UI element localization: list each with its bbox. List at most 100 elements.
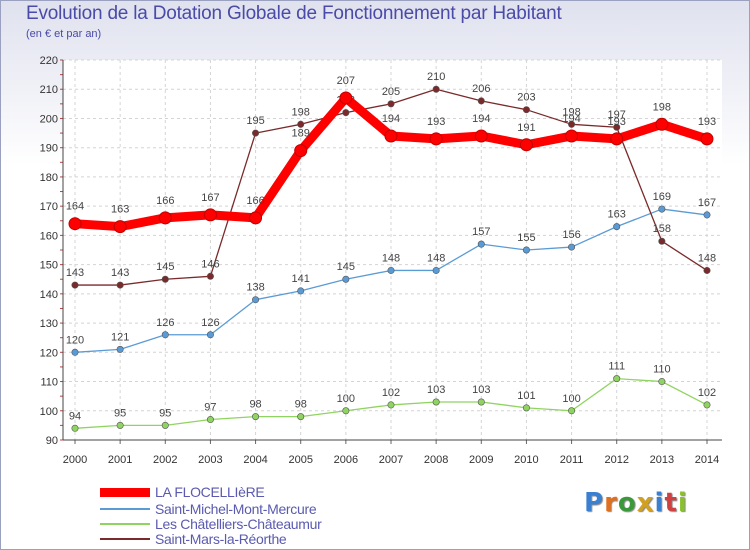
data-label-saint-mars: 143 — [111, 267, 129, 279]
legend-swatch-saint-michel — [100, 508, 150, 510]
data-point-les-chatelliers — [342, 407, 350, 415]
legend-entry-saint-michel: Saint-Michel-Mont-Mercure — [100, 501, 317, 517]
data-point-saint-mars — [297, 120, 305, 128]
data-label-les-chatelliers: 102 — [382, 387, 400, 399]
data-label-saint-michel: 155 — [517, 232, 535, 244]
data-point-saint-michel — [477, 240, 485, 248]
data-label-saint-michel: 167 — [698, 197, 716, 209]
data-label-saint-michel: 157 — [472, 226, 490, 238]
data-point-la-flocelliere — [610, 132, 624, 146]
data-label-la-flocelliere: 193 — [698, 116, 716, 128]
y-tick-label: 90 — [46, 435, 58, 447]
data-point-les-chatelliers — [432, 398, 440, 406]
logo-letter: o — [617, 488, 637, 518]
data-point-la-flocelliere — [565, 129, 579, 143]
legend-entry-saint-mars: Saint-Mars-la-Réorthe — [100, 531, 287, 547]
x-tick-label: 2000 — [63, 454, 87, 466]
legend-label-saint-mars: Saint-Mars-la-Réorthe — [155, 531, 287, 547]
data-label-saint-mars: 145 — [156, 261, 174, 273]
logo-letter: P — [584, 488, 605, 518]
data-label-la-flocelliere: 194 — [382, 113, 400, 125]
x-tick-label: 2008 — [424, 454, 448, 466]
y-tick-label: 170 — [40, 201, 58, 213]
x-tick-label: 2006 — [334, 454, 358, 466]
data-label-saint-michel: 138 — [246, 282, 264, 294]
data-label-les-chatelliers: 95 — [159, 407, 171, 419]
x-tick-label: 2004 — [243, 454, 267, 466]
data-label-saint-mars: 198 — [562, 106, 580, 118]
data-point-la-flocelliere — [203, 208, 217, 222]
data-label-saint-michel: 141 — [292, 273, 310, 285]
y-tick-label: 210 — [40, 84, 58, 96]
data-point-saint-mars — [613, 123, 621, 131]
proxiti-logo: Proxiti — [584, 488, 688, 518]
chart-subtitle: (en € et par an) — [26, 28, 102, 40]
x-tick-label: 2003 — [198, 454, 222, 466]
x-tick-label: 2010 — [514, 454, 538, 466]
data-point-saint-michel — [522, 246, 530, 254]
legend-swatch-saint-mars — [100, 538, 150, 540]
data-label-saint-mars: 198 — [292, 106, 310, 118]
data-point-la-flocelliere — [474, 129, 488, 143]
data-point-saint-mars — [116, 281, 124, 289]
data-label-la-flocelliere: 163 — [111, 204, 129, 216]
data-label-saint-michel: 145 — [337, 261, 355, 273]
x-tick-label: 2012 — [604, 454, 628, 466]
data-point-saint-michel — [568, 243, 576, 251]
data-label-saint-mars: 146 — [201, 258, 219, 270]
data-point-les-chatelliers — [387, 401, 395, 409]
data-point-saint-michel — [206, 331, 214, 339]
data-point-les-chatelliers — [161, 421, 169, 429]
legend-swatch-la-flocelliere — [100, 487, 150, 497]
data-label-la-flocelliere: 167 — [201, 192, 219, 204]
data-point-les-chatelliers — [613, 375, 621, 383]
data-label-la-flocelliere: 198 — [653, 101, 671, 113]
y-tick-label: 220 — [40, 55, 58, 67]
y-tick-label: 160 — [40, 230, 58, 242]
legend-swatch-les-chatelliers — [100, 523, 150, 525]
data-point-saint-michel — [613, 223, 621, 231]
data-point-saint-michel — [297, 287, 305, 295]
data-label-les-chatelliers: 95 — [114, 407, 126, 419]
data-label-saint-michel: 156 — [562, 229, 580, 241]
data-label-saint-michel: 148 — [427, 252, 445, 264]
data-point-saint-michel — [252, 296, 260, 304]
data-label-saint-mars: 205 — [382, 86, 400, 98]
data-label-la-flocelliere: 166 — [246, 195, 264, 207]
logo-letter: i — [677, 488, 688, 518]
data-point-saint-mars — [71, 281, 79, 289]
data-point-la-flocelliere — [113, 220, 127, 234]
data-label-saint-michel: 120 — [66, 334, 84, 346]
data-point-saint-mars — [658, 237, 666, 245]
legend-label-les-chatelliers: Les Châtelliers-Châteaumur — [155, 516, 322, 532]
data-label-saint-michel: 163 — [608, 209, 626, 221]
data-label-la-flocelliere: 193 — [608, 116, 626, 128]
data-label-la-flocelliere: 189 — [292, 128, 310, 140]
data-point-saint-mars — [387, 100, 395, 108]
x-tick-label: 2002 — [153, 454, 177, 466]
data-label-saint-michel: 126 — [156, 317, 174, 329]
data-point-les-chatelliers — [703, 401, 711, 409]
y-tick-label: 100 — [40, 406, 58, 418]
y-tick-label: 110 — [40, 377, 58, 389]
data-point-saint-mars — [432, 85, 440, 93]
data-label-saint-mars: 148 — [698, 252, 716, 264]
x-tick-label: 2009 — [469, 454, 493, 466]
data-point-saint-michel — [387, 266, 395, 274]
data-point-saint-michel — [703, 211, 711, 219]
data-label-les-chatelliers: 98 — [249, 399, 261, 411]
data-label-les-chatelliers: 102 — [698, 387, 716, 399]
data-label-la-flocelliere: 166 — [156, 195, 174, 207]
data-point-saint-mars — [206, 272, 214, 280]
logo-letter: i — [654, 488, 665, 518]
data-label-les-chatelliers: 101 — [517, 390, 535, 402]
data-point-saint-mars — [477, 97, 485, 105]
data-label-saint-mars: 210 — [427, 71, 445, 83]
data-point-saint-mars — [568, 120, 576, 128]
data-label-la-flocelliere: 207 — [337, 75, 355, 87]
data-point-la-flocelliere — [249, 211, 263, 225]
data-label-la-flocelliere: 164 — [66, 201, 84, 213]
data-label-saint-mars: 195 — [246, 115, 264, 127]
y-tick-label: 190 — [40, 143, 58, 155]
data-label-la-flocelliere: 194 — [472, 113, 490, 125]
